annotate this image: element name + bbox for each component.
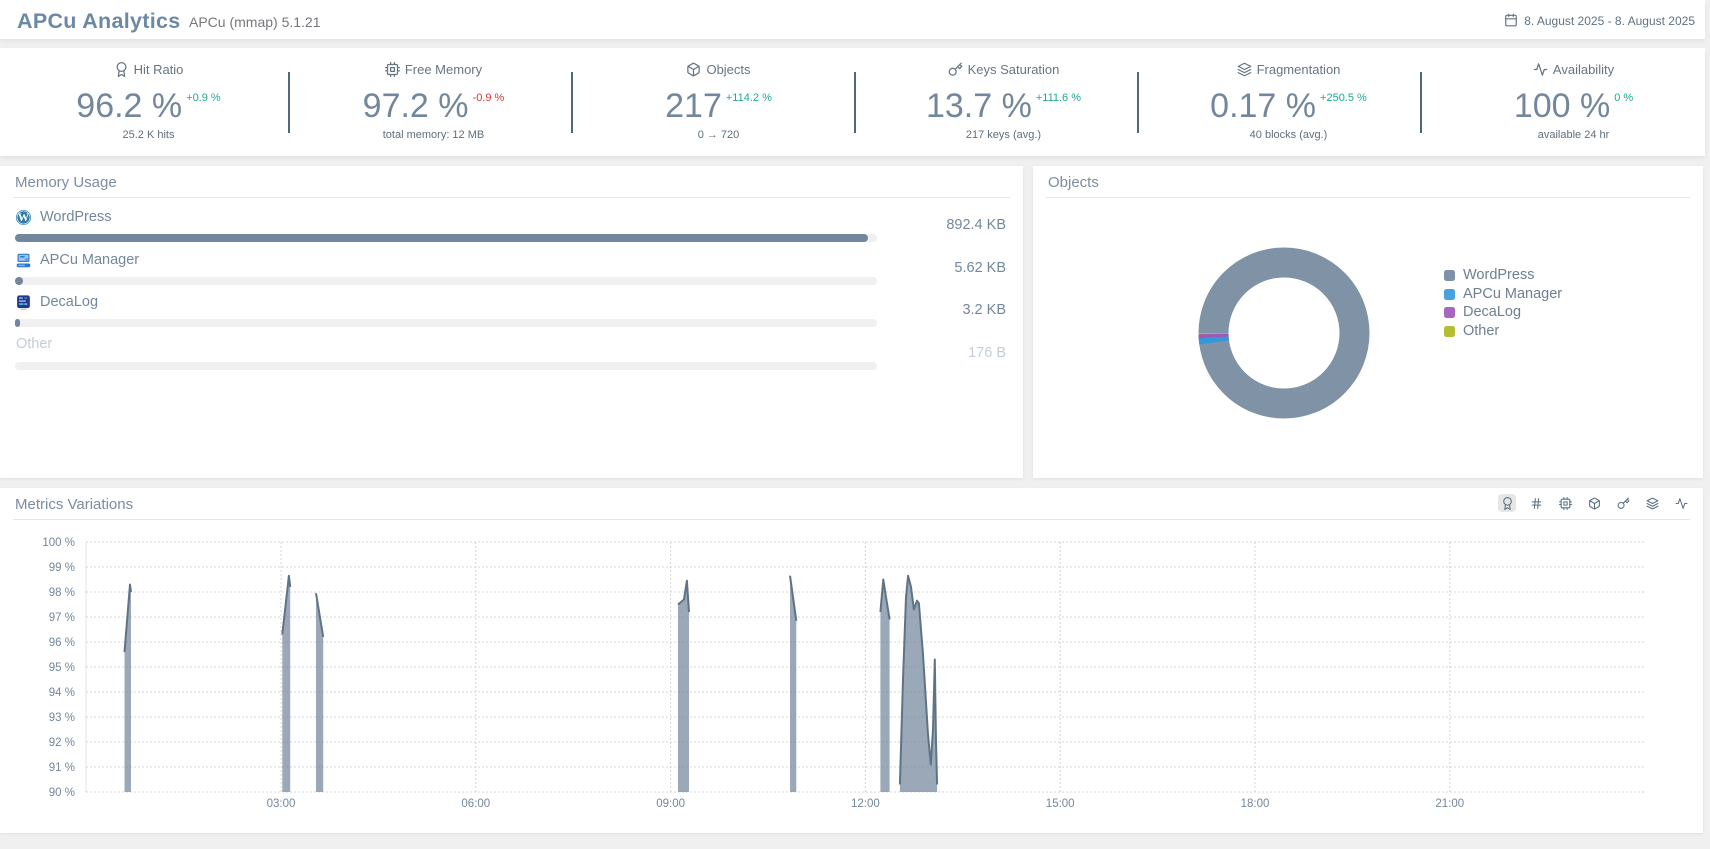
svg-text:91 %: 91 % bbox=[49, 762, 75, 774]
svg-text:21:00: 21:00 bbox=[1435, 798, 1464, 810]
svg-text:92 %: 92 % bbox=[49, 737, 75, 749]
svg-text:95 %: 95 % bbox=[49, 662, 75, 674]
svg-text:15:00: 15:00 bbox=[1046, 798, 1075, 810]
svg-text:12:00: 12:00 bbox=[851, 798, 880, 810]
svg-text:99 %: 99 % bbox=[49, 562, 75, 574]
svg-text:09:00: 09:00 bbox=[656, 798, 685, 810]
svg-text:93 %: 93 % bbox=[49, 712, 75, 724]
svg-text:97 %: 97 % bbox=[49, 612, 75, 624]
svg-text:100 %: 100 % bbox=[42, 537, 75, 549]
svg-text:W: W bbox=[18, 212, 30, 224]
svg-text:03:00: 03:00 bbox=[267, 798, 296, 810]
svg-text:90 %: 90 % bbox=[49, 787, 75, 799]
svg-text:94 %: 94 % bbox=[49, 687, 75, 699]
svg-text:98 %: 98 % bbox=[49, 587, 75, 599]
svg-text:18:00: 18:00 bbox=[1241, 798, 1270, 810]
svg-text:96 %: 96 % bbox=[49, 637, 75, 649]
svg-text:06:00: 06:00 bbox=[461, 798, 490, 810]
